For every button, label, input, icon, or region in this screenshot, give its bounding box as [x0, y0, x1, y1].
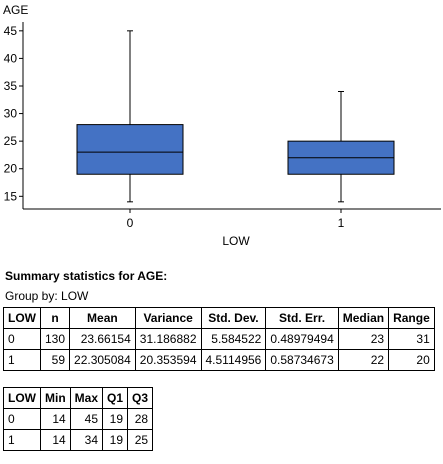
table-cell: 45	[69, 408, 104, 430]
table-cell: 0	[3, 328, 41, 350]
table-cell: 23	[337, 328, 390, 350]
table-cell: 14	[40, 408, 71, 430]
column-header: Std. Err.	[265, 307, 339, 329]
column-header: Variance	[134, 307, 202, 329]
table-cell: 25	[127, 429, 154, 451]
quartile-stats-table: LOW Min Max Q1 Q3 0 14 45 19 28 1 14 34 19 25	[3, 387, 154, 451]
table-cell: 130	[39, 328, 71, 350]
iqr-box	[76, 124, 184, 175]
box-group-0	[76, 30, 184, 203]
table-cell: 19	[102, 429, 129, 451]
table-cell: 34	[69, 429, 104, 451]
column-header: Mean	[69, 307, 136, 329]
box-series	[76, 30, 395, 203]
table-cell: 28	[127, 408, 154, 430]
table-cell: 0.58734673	[265, 349, 339, 371]
x-tick-label: 1	[338, 216, 345, 230]
table-header-row: LOW n Mean Variance Std. Dev. Std. Err. Median…	[3, 307, 435, 329]
table-cell: 20.353594	[134, 349, 202, 371]
column-header: Std. Dev.	[200, 307, 267, 329]
column-header: Q3	[127, 387, 154, 409]
x-tick-label: 0	[127, 216, 134, 230]
table-cell: 31	[388, 328, 435, 350]
y-tick-label: 20	[4, 162, 18, 176]
y-tick-label: 45	[4, 24, 18, 38]
table-header-row: LOW Min Max Q1 Q3	[3, 387, 154, 409]
table-cell: 1	[3, 429, 41, 451]
table-cell: 22	[337, 349, 390, 371]
table-cell: 20	[388, 349, 435, 371]
column-header: LOW	[3, 307, 41, 329]
table-cell: 14	[40, 429, 71, 451]
y-tick-label: 40	[4, 51, 18, 65]
column-header: Median	[337, 307, 390, 329]
column-header: Max	[69, 387, 104, 409]
x-axis-title: LOW	[222, 234, 250, 248]
y-axis-ticks: 15 20 25 30 35 40 45	[4, 24, 23, 203]
column-header: Q1	[102, 387, 129, 409]
column-header: Min	[40, 387, 71, 409]
y-tick-label: 35	[4, 79, 18, 93]
table-cell: 23.66154	[69, 328, 136, 350]
y-tick-label: 30	[4, 107, 18, 121]
table-cell: 1	[3, 349, 41, 371]
group-by-label: Group by: LOW	[5, 289, 89, 303]
table-cell: 59	[39, 349, 71, 371]
column-header: Range	[388, 307, 435, 329]
table-cell: 4.5114956	[200, 349, 267, 371]
table-cell: 5.584522	[200, 328, 267, 350]
y-tick-label: 25	[4, 134, 18, 148]
table-row: 0 130 23.66154 31.186882 5.584522 0.48979494 2…	[3, 328, 435, 350]
table-cell: 0	[3, 408, 41, 430]
stats-title: Summary statistics for AGE:	[5, 269, 168, 283]
box-group-1	[287, 91, 395, 203]
column-header: LOW	[3, 387, 41, 409]
table-cell: 22.305084	[69, 349, 136, 371]
y-axis-title: AGE	[3, 3, 28, 17]
y-tick-label: 15	[4, 189, 18, 203]
table-row: 1 59 22.305084 20.353594 4.5114956 0.58734673…	[3, 349, 435, 371]
table-cell: 0.48979494	[265, 328, 339, 350]
table-cell: 19	[102, 408, 129, 430]
summary-stats-table: LOW n Mean Variance Std. Dev. Std. Err. Median…	[3, 307, 435, 371]
table-row: 0 14 45 19 28	[3, 408, 154, 430]
column-header: n	[39, 307, 71, 329]
table-cell: 31.186882	[134, 328, 202, 350]
table-row: 1 14 34 19 25	[3, 429, 154, 451]
